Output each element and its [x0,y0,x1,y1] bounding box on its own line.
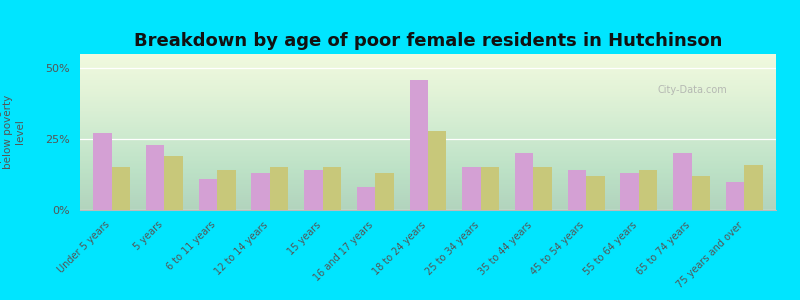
Bar [481,167,499,210]
Bar [322,167,341,210]
Bar [673,153,692,210]
Bar [639,170,658,210]
Bar [164,156,183,210]
Bar [726,182,744,210]
Bar [251,173,270,210]
Bar [304,170,322,210]
Bar [621,173,639,210]
Bar [515,153,534,210]
Bar [93,134,112,210]
Bar [375,173,394,210]
Text: percentage
below poverty
level: percentage below poverty level [0,95,25,169]
Bar [428,130,446,210]
Bar [462,167,481,210]
Text: City-Data.com: City-Data.com [657,85,727,95]
Title: Breakdown by age of poor female residents in Hutchinson: Breakdown by age of poor female resident… [134,32,722,50]
Bar [568,170,586,210]
Bar [146,145,164,210]
Bar [357,187,375,210]
Bar [692,176,710,210]
Bar [198,179,217,210]
Bar [112,167,130,210]
Bar [410,80,428,210]
Bar [744,165,763,210]
Bar [270,167,288,210]
Bar [217,170,235,210]
Bar [534,167,552,210]
Bar [586,176,605,210]
